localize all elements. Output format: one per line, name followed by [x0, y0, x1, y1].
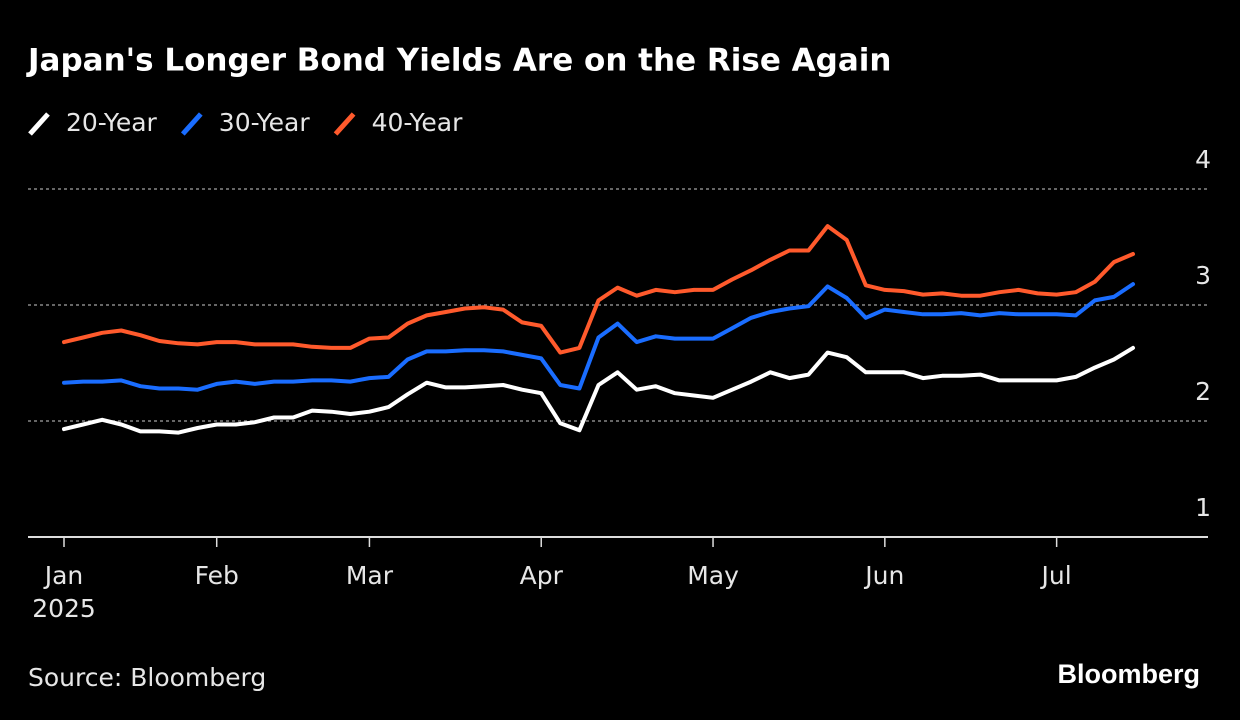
series-line: [62, 345, 1135, 435]
logo: Bloomberg: [1057, 659, 1200, 689]
y-tick-label: 3: [1195, 261, 1211, 290]
x-tick-label: Feb: [195, 561, 239, 590]
legend-swatch: [28, 112, 50, 136]
series-line: [62, 224, 1135, 355]
chart-title: Japan's Longer Bond Yields Are on the Ri…: [26, 43, 891, 79]
legend-swatch: [180, 112, 203, 136]
y-tick-label: 2: [1195, 377, 1211, 406]
y-tick-label: 4: [1195, 145, 1211, 174]
legend-label: 30-Year: [219, 108, 311, 137]
y-tick-label: 1: [1195, 493, 1211, 522]
source-note: Source: Bloomberg: [28, 663, 266, 692]
x-tick-label: Apr: [520, 561, 564, 590]
legend-label: 20-Year: [66, 108, 158, 137]
x-tick-label: Jun: [863, 561, 904, 590]
x-tick-label: Jan: [43, 561, 84, 590]
x-tick-label: Mar: [346, 561, 394, 590]
x-tick-label: May: [687, 561, 739, 590]
legend-swatch: [333, 112, 356, 136]
legend-label: 40-Year: [372, 108, 464, 137]
x-year-label: 2025: [32, 594, 96, 623]
series-line: [62, 282, 1135, 392]
x-tick-label: Jul: [1040, 561, 1072, 590]
